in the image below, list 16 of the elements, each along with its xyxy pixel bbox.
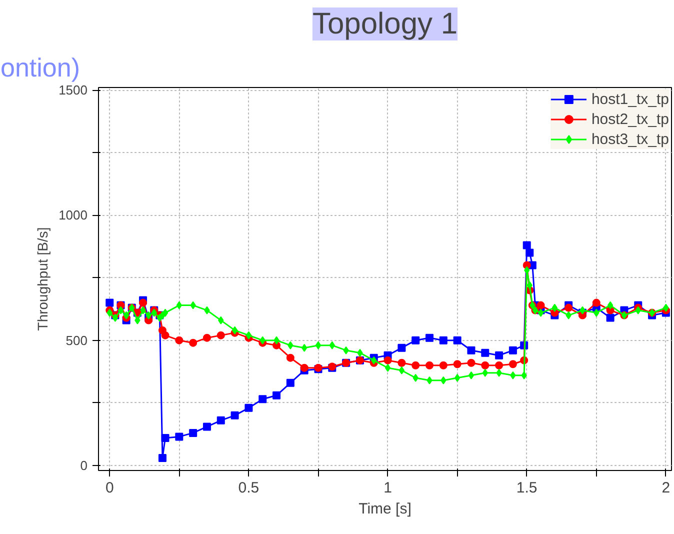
x-tick-label: 1 <box>384 480 392 496</box>
x-tick-label: 0.5 <box>238 480 260 496</box>
legend-label: host3_tx_tp <box>591 130 669 148</box>
legend-label: host2_tx_tp <box>591 110 669 128</box>
y-axis-title: Throughput [B/s] <box>34 227 51 331</box>
x-tick-label: 2 <box>662 480 670 496</box>
legend-label: host1_tx_tp <box>591 90 669 108</box>
y-tick-label: 500 <box>66 332 88 348</box>
x-axis-title: Time [s] <box>358 500 412 518</box>
chart-title: Topology 1 <box>312 8 458 40</box>
y-tick-label: 1500 <box>58 82 88 98</box>
y-tick-label: 1000 <box>58 208 88 223</box>
y-tick-label: 0 <box>80 458 88 473</box>
x-tick-label: 1.5 <box>516 480 538 496</box>
x-tick-label: 0 <box>105 480 114 496</box>
text: ontion) <box>0 52 80 82</box>
